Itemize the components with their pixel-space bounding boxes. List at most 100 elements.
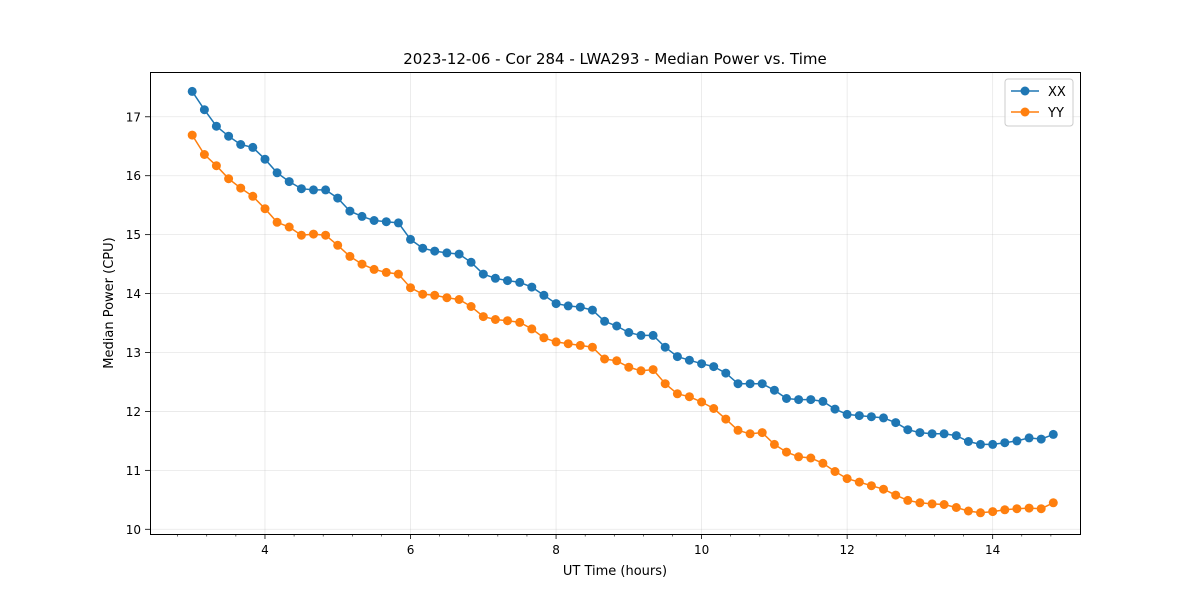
x-axis: 4 6 8 10 12 14 bbox=[177, 534, 1052, 557]
series-yy-point bbox=[418, 289, 428, 299]
series-yy-point bbox=[891, 490, 901, 500]
series-xx bbox=[187, 86, 1058, 449]
series-yy-point bbox=[879, 484, 888, 494]
series-xx-point bbox=[733, 379, 743, 389]
series-xx-point bbox=[903, 425, 913, 435]
series-xx-point bbox=[830, 404, 840, 414]
series-xx-point bbox=[951, 431, 961, 441]
series-yy-point bbox=[866, 481, 876, 491]
series-xx-point bbox=[418, 243, 428, 253]
series-yy-point bbox=[357, 259, 367, 269]
series-yy-point bbox=[406, 283, 415, 293]
series-yy-point bbox=[721, 414, 731, 424]
series-xx-point bbox=[224, 131, 234, 141]
series-xx-point bbox=[842, 409, 852, 419]
x-tick-label: 10 bbox=[694, 543, 709, 557]
series-xx-point bbox=[915, 428, 925, 438]
legend: XX YY bbox=[1004, 78, 1074, 127]
legend-marker-yy bbox=[1020, 107, 1030, 117]
series-xx-point bbox=[296, 184, 306, 194]
series-yy-point bbox=[575, 340, 585, 350]
series-yy-point bbox=[782, 447, 791, 457]
series-xx-point bbox=[721, 368, 731, 378]
series-yy-point bbox=[187, 130, 197, 140]
series-yy-point bbox=[830, 467, 840, 476]
series-yy-point bbox=[1000, 505, 1010, 515]
series-yy-point bbox=[988, 507, 998, 517]
series-yy-point bbox=[284, 222, 294, 232]
series-xx-point bbox=[575, 302, 585, 312]
series-xx-point bbox=[357, 211, 367, 221]
series-xx-point bbox=[769, 385, 779, 395]
legend-label-yy: YY bbox=[1047, 106, 1064, 121]
series-yy-point bbox=[199, 150, 209, 159]
series-yy-point bbox=[442, 293, 452, 303]
series-xx-point bbox=[442, 248, 452, 258]
series-xx-point bbox=[672, 352, 682, 362]
series-xx-point bbox=[684, 355, 694, 365]
series-xx-point bbox=[806, 395, 816, 405]
series-yy-point bbox=[466, 302, 476, 311]
series-xx-point bbox=[794, 395, 804, 405]
x-tick-label: 12 bbox=[839, 543, 854, 557]
x-tick-label: 4 bbox=[261, 543, 269, 557]
series-xx-point bbox=[660, 342, 670, 352]
series-yy-point bbox=[660, 379, 670, 389]
series-yy-point bbox=[976, 508, 985, 518]
series-yy-point bbox=[539, 333, 549, 343]
series-yy-point bbox=[563, 339, 573, 349]
series-xx-point bbox=[624, 328, 634, 337]
series-yy-point bbox=[478, 312, 488, 322]
series-yy-point bbox=[515, 317, 525, 327]
grid bbox=[150, 72, 1080, 534]
series-yy-point bbox=[272, 217, 282, 227]
series-xx-point bbox=[782, 394, 791, 403]
series-xx-point bbox=[563, 301, 573, 311]
series-xx-point bbox=[636, 330, 646, 340]
y-tick-label: 12 bbox=[126, 405, 141, 419]
series-yy-point bbox=[260, 204, 270, 214]
legend-marker-xx bbox=[1020, 86, 1030, 96]
series-yy-point bbox=[927, 499, 937, 509]
y-tick-label: 17 bbox=[126, 110, 141, 124]
series-xx-point bbox=[236, 140, 246, 149]
series-yy-point bbox=[333, 240, 343, 250]
series-xx-point bbox=[963, 437, 973, 446]
series-yy-point bbox=[1012, 504, 1022, 514]
x-tick-label: 6 bbox=[407, 543, 415, 557]
series-yy-point bbox=[1024, 503, 1034, 513]
chart-title: 2023-12-06 - Cor 284 - LWA293 - Median P… bbox=[403, 50, 827, 68]
series-yy-point bbox=[769, 439, 779, 449]
series-yy-point bbox=[636, 366, 646, 376]
series-yy-point bbox=[551, 337, 561, 347]
series-xx-point bbox=[866, 412, 876, 422]
series-yy-point bbox=[709, 404, 719, 413]
series-xx-point bbox=[551, 299, 561, 309]
series-yy-point bbox=[224, 174, 234, 184]
series-yy-point bbox=[600, 354, 610, 364]
series-yy bbox=[187, 130, 1058, 518]
series-yy-point bbox=[951, 503, 961, 512]
series-xx-point bbox=[891, 418, 901, 428]
x-tick-label: 8 bbox=[552, 543, 560, 557]
series-yy-point bbox=[818, 458, 828, 468]
x-axis-label: UT Time (hours) bbox=[563, 564, 667, 579]
series-xx-point bbox=[976, 439, 985, 449]
series-yy-point bbox=[321, 230, 331, 240]
series-xx-point bbox=[406, 234, 415, 244]
series-yy-point bbox=[648, 365, 658, 375]
y-tick-label: 16 bbox=[126, 169, 141, 183]
series-xx-point bbox=[284, 177, 294, 187]
series-xx-point bbox=[612, 321, 622, 331]
series-yy-point bbox=[454, 295, 464, 304]
series-xx-point bbox=[345, 206, 355, 216]
series-xx-point bbox=[515, 277, 525, 287]
series-xx-point bbox=[272, 168, 282, 178]
series-xx-point bbox=[381, 217, 391, 227]
series-xx-point bbox=[988, 439, 998, 449]
series-yy-point bbox=[624, 362, 634, 372]
series-xx-point bbox=[539, 290, 549, 300]
series-yy-point bbox=[296, 230, 306, 240]
series-xx-point bbox=[1024, 433, 1034, 443]
